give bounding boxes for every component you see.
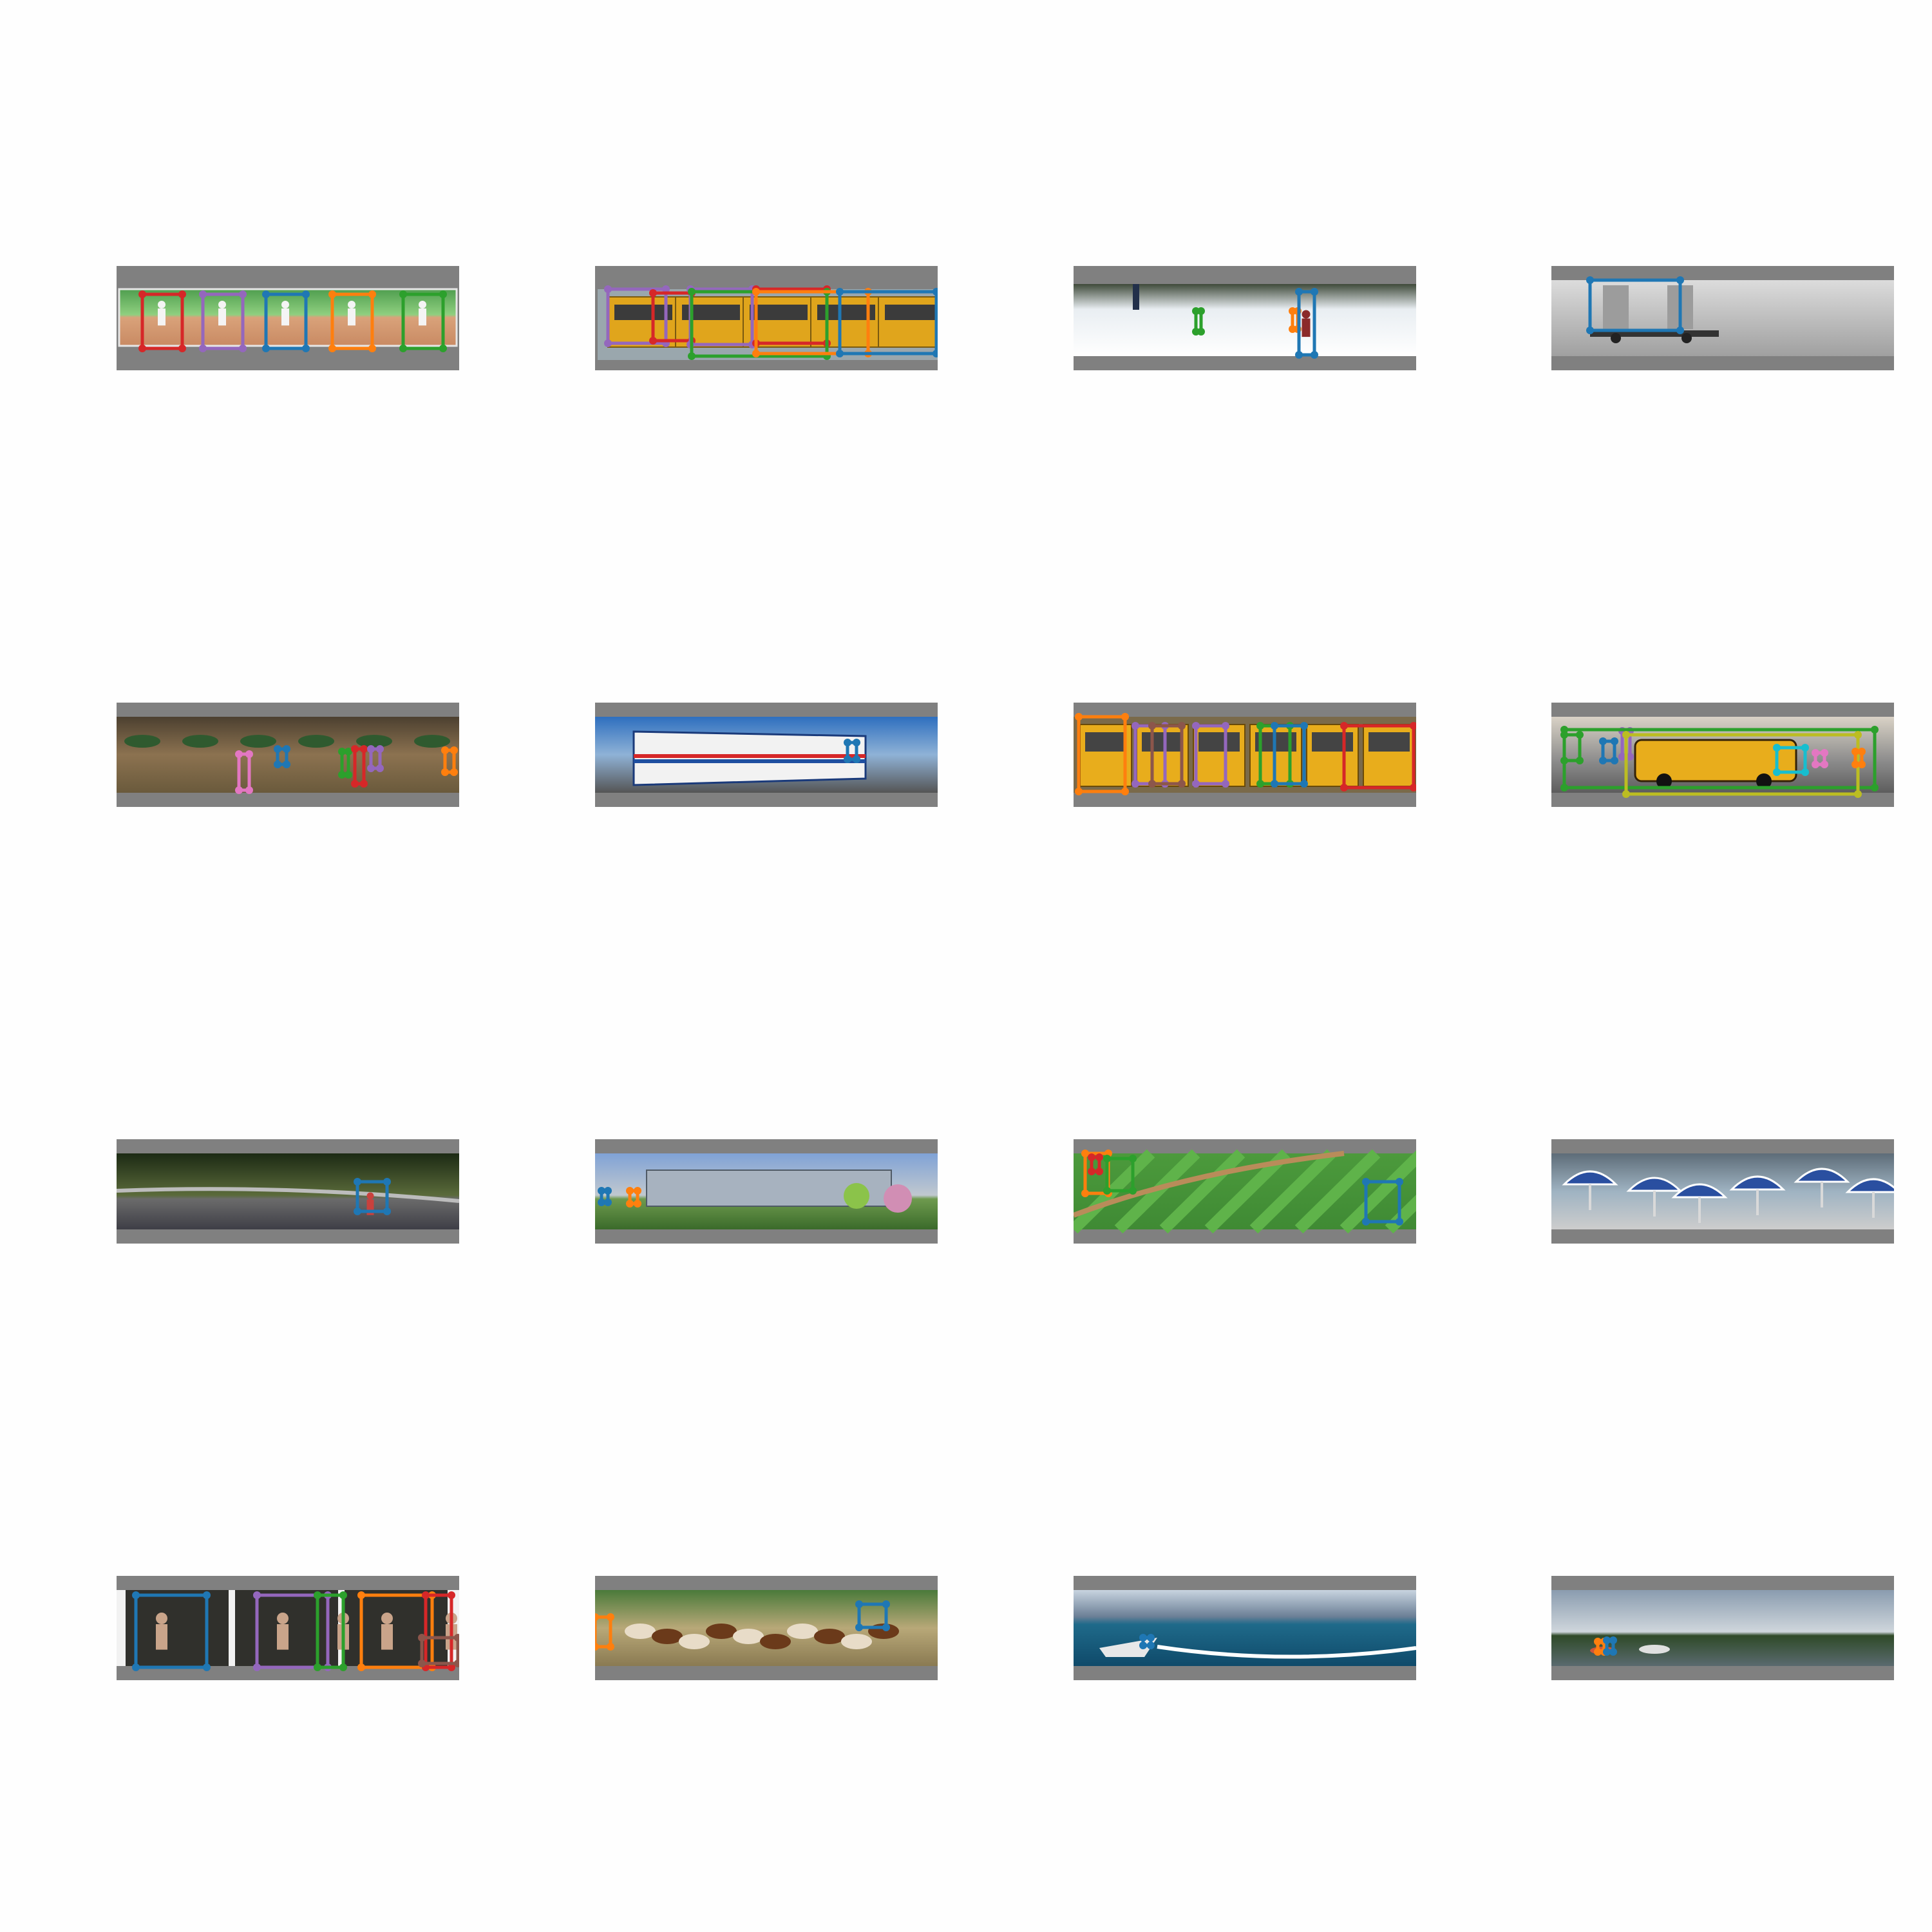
image-panel xyxy=(1074,1139,1416,1244)
photo-content xyxy=(117,717,459,794)
batter-box xyxy=(138,290,186,352)
image-panel xyxy=(117,703,459,807)
image-panel xyxy=(1551,266,1894,370)
image-panel xyxy=(595,1576,938,1680)
annotated-photo xyxy=(595,1576,938,1680)
image-panel xyxy=(1074,1576,1416,1680)
image-panel xyxy=(595,266,938,370)
batter-box xyxy=(399,290,447,352)
bounding-box xyxy=(836,288,938,357)
annotated-photo xyxy=(595,703,938,807)
bounding-box xyxy=(441,746,458,776)
photo-content xyxy=(1074,1590,1416,1666)
bounding-box xyxy=(1586,276,1684,334)
bounding-box xyxy=(1773,744,1809,776)
batter-box xyxy=(262,290,310,352)
bounding-box xyxy=(367,745,384,772)
image-panel xyxy=(117,266,459,370)
bounding-box xyxy=(1852,748,1866,768)
bounding-box xyxy=(235,750,253,794)
bounding-box xyxy=(132,1591,211,1671)
photo-content xyxy=(1074,1149,1416,1234)
bounding-box xyxy=(626,1187,641,1208)
batter-box xyxy=(328,290,376,352)
bounding-box xyxy=(314,1591,347,1671)
image-panel xyxy=(1551,1576,1894,1680)
image-panel xyxy=(1074,703,1416,807)
beach-umbrella xyxy=(1626,1177,1683,1217)
bounding-box xyxy=(1340,722,1416,791)
bounding-box xyxy=(595,1613,614,1651)
photo-content xyxy=(1551,276,1894,356)
beach-umbrella xyxy=(1845,1178,1894,1218)
bounding-box xyxy=(422,1591,455,1671)
bounding-box xyxy=(598,1187,612,1206)
bounding-box xyxy=(844,739,860,763)
annotated-photo xyxy=(595,266,938,370)
annotated-photo xyxy=(117,703,459,807)
annotated-photo xyxy=(1551,1576,1894,1680)
bounding-box xyxy=(253,1591,332,1671)
photo-content xyxy=(1074,713,1416,795)
bounding-box xyxy=(1295,288,1318,359)
bounding-box xyxy=(1088,1153,1103,1175)
bounding-box xyxy=(274,745,290,768)
bounding-box xyxy=(418,1634,459,1667)
photo-content xyxy=(598,285,938,360)
image-panel xyxy=(1551,703,1894,807)
bounding-box xyxy=(1103,1155,1137,1195)
image-panel xyxy=(595,1139,938,1244)
photo-content xyxy=(595,1590,938,1666)
image-panel xyxy=(595,703,938,807)
bounding-box xyxy=(354,1178,391,1215)
annotated-photo xyxy=(1074,1576,1416,1680)
photo-content xyxy=(1551,1590,1894,1666)
bounding-box xyxy=(1139,1634,1155,1649)
photo-content xyxy=(595,717,938,793)
bounding-box xyxy=(1603,1636,1617,1656)
photo-content xyxy=(117,1153,459,1229)
bounding-box xyxy=(1560,726,1879,791)
bounding-box xyxy=(1192,722,1229,788)
annotated-photo xyxy=(1074,266,1416,370)
beach-umbrella xyxy=(1671,1183,1728,1223)
photo-content xyxy=(1551,717,1894,798)
photo-content xyxy=(1074,284,1416,359)
bounding-box xyxy=(1075,713,1129,795)
annotated-photo xyxy=(1551,703,1894,807)
image-panel xyxy=(1551,1139,1894,1244)
bounding-box xyxy=(1148,722,1186,788)
beach-umbrella xyxy=(1562,1170,1618,1210)
bounding-box xyxy=(338,748,352,779)
annotated-photo xyxy=(595,1139,938,1244)
image-panel xyxy=(117,1576,459,1680)
image-panel xyxy=(1074,266,1416,370)
bounding-box xyxy=(1812,749,1828,768)
beach-umbrella xyxy=(1729,1175,1786,1215)
annotated-photo xyxy=(117,1139,459,1244)
annotated-photo xyxy=(117,1576,459,1680)
bounding-box xyxy=(357,1591,436,1671)
bounding-box xyxy=(1192,307,1205,336)
bounding-box xyxy=(1599,737,1618,764)
photo-content xyxy=(595,1153,938,1229)
annotated-photo xyxy=(1551,1139,1894,1244)
photo-content xyxy=(118,288,458,352)
photo-content xyxy=(117,1590,459,1671)
annotated-photo xyxy=(1074,1139,1416,1244)
beach-umbrella xyxy=(1794,1168,1850,1208)
bounding-box xyxy=(351,745,368,788)
annotated-photo xyxy=(1551,266,1894,370)
annotated-photo xyxy=(1074,703,1416,807)
bounding-box xyxy=(1271,722,1308,788)
image-panel xyxy=(117,1139,459,1244)
photo-content xyxy=(1551,1153,1894,1229)
bounding-box xyxy=(855,1600,890,1631)
annotated-photo xyxy=(117,266,459,370)
batter-box xyxy=(199,290,247,352)
bounding-box xyxy=(752,288,872,357)
bounding-box xyxy=(1362,1178,1403,1226)
